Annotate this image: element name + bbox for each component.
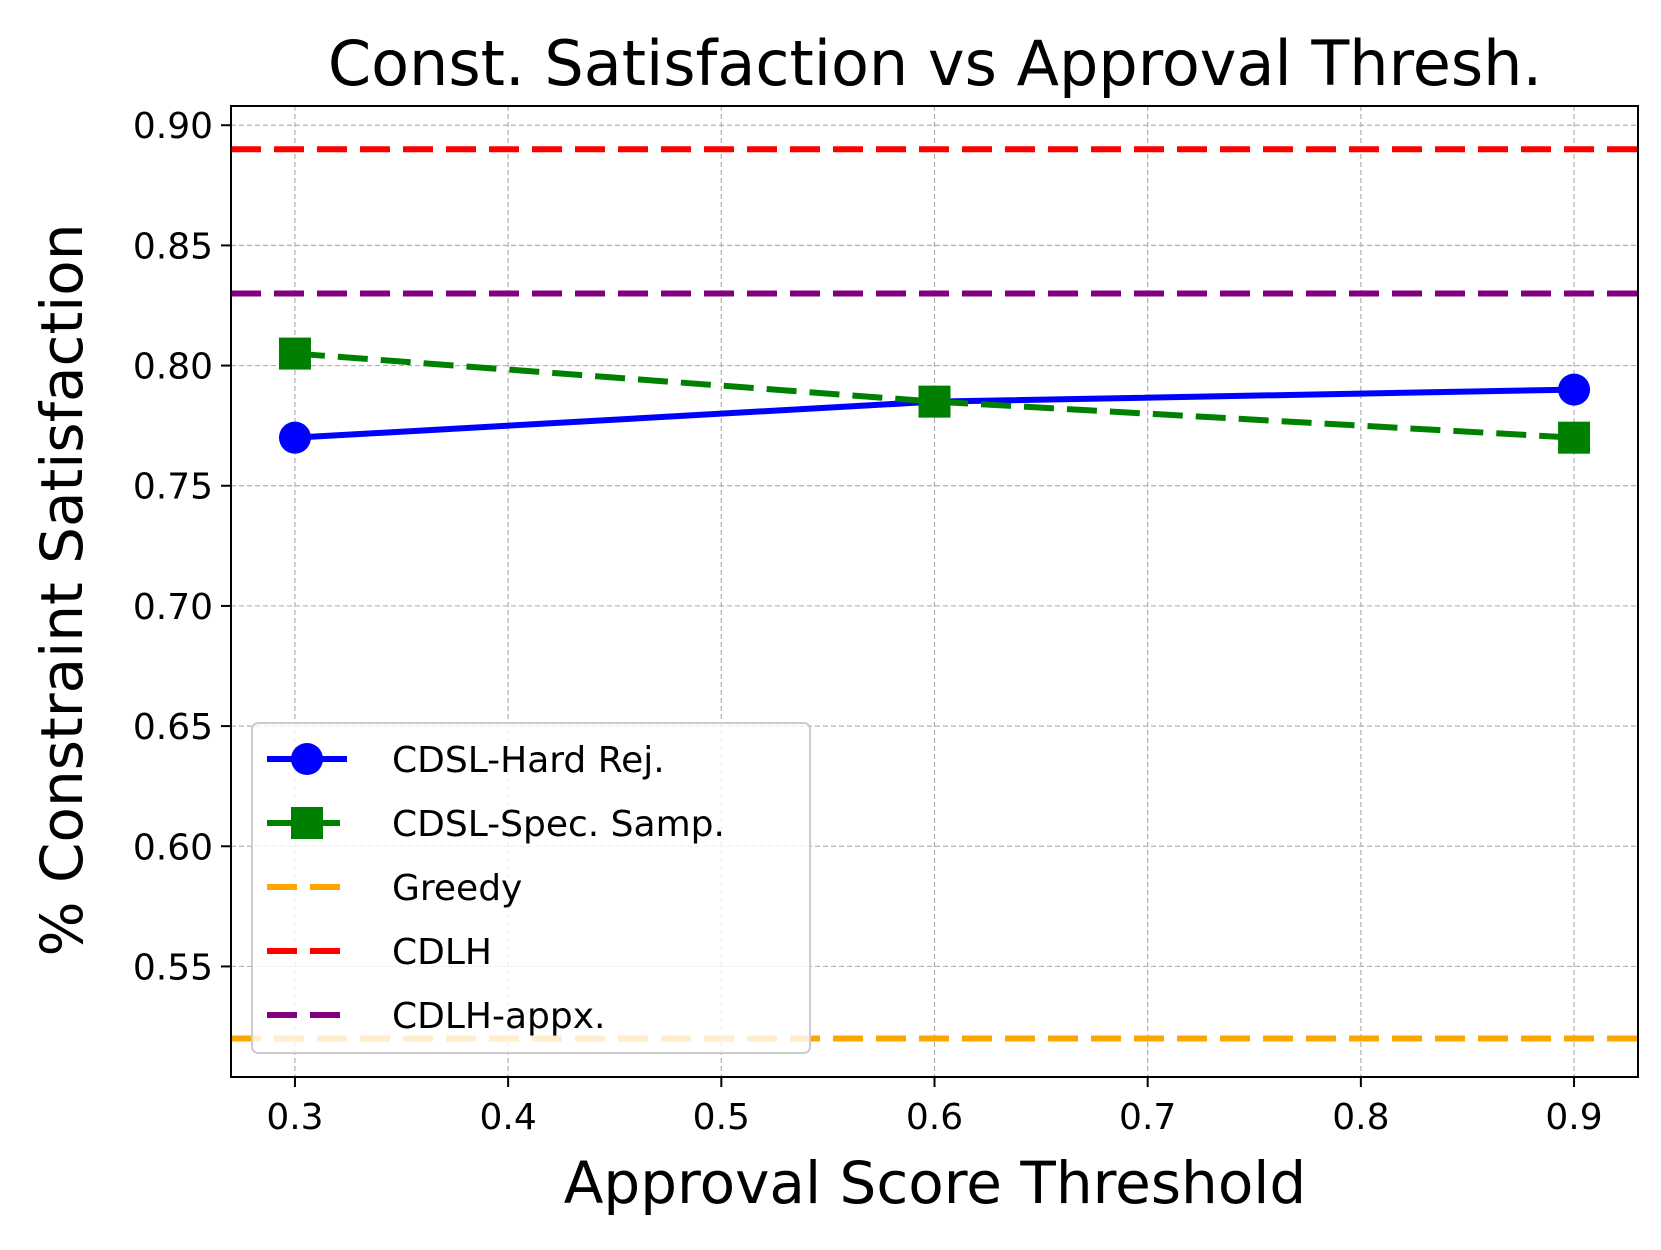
legend-marker-cdsl-spec-samp bbox=[291, 807, 323, 839]
legend: CDSL-Hard Rej. CDSL-Spec. Samp. Greedy CDLH… bbox=[251, 722, 811, 1054]
x-tick-label-5: 0.8 bbox=[1332, 1097, 1389, 1138]
legend-box bbox=[251, 722, 811, 1054]
data-series bbox=[278, 337, 1591, 454]
legend-label-greedy: Greedy bbox=[392, 868, 522, 909]
point-cdsl-spec-samp-0 bbox=[278, 337, 311, 370]
x-tick-label-6: 0.9 bbox=[1545, 1097, 1602, 1138]
x-tick-label-0: 0.3 bbox=[266, 1097, 323, 1138]
x-tick-label-3: 0.6 bbox=[906, 1097, 963, 1138]
y-tick-label-2: 0.65 bbox=[133, 707, 213, 748]
legend-label-cdlh: CDLH bbox=[392, 932, 492, 973]
y-tick-label-6: 0.85 bbox=[133, 226, 213, 267]
point-cdsl-hard-rej-2 bbox=[1558, 373, 1591, 406]
y-tick-label-0: 0.55 bbox=[133, 947, 213, 988]
y-tick-label-3: 0.70 bbox=[133, 587, 213, 628]
y-tick-label-4: 0.75 bbox=[133, 467, 213, 508]
legend-label-cdlh-appx: CDLH-appx. bbox=[392, 996, 606, 1037]
chart-title: Const. Satisfaction vs Approval Thresh. bbox=[328, 27, 1542, 100]
x-axis-label: Approval Score Threshold bbox=[564, 1149, 1307, 1217]
point-cdsl-hard-rej-0 bbox=[278, 421, 311, 454]
y-tick-label-1: 0.60 bbox=[133, 827, 213, 868]
axis-ticks: 0.3 0.4 0.5 0.6 0.7 0.8 0.9 0.55 0.60 0.65 0.70 0.7… bbox=[133, 106, 1603, 1138]
y-tick-label-5: 0.80 bbox=[133, 347, 213, 388]
point-cdsl-spec-samp-2 bbox=[1558, 421, 1591, 454]
legend-marker-cdsl-hard-rej bbox=[291, 743, 323, 775]
legend-label-cdsl-spec-samp: CDSL-Spec. Samp. bbox=[392, 804, 725, 845]
x-tick-label-1: 0.4 bbox=[480, 1097, 537, 1138]
legend-label-cdsl-hard-rej: CDSL-Hard Rej. bbox=[392, 740, 665, 781]
x-tick-label-4: 0.7 bbox=[1119, 1097, 1176, 1138]
y-axis-label: % Constraint Satisfaction bbox=[28, 223, 96, 956]
point-cdsl-spec-samp-1 bbox=[918, 385, 951, 418]
x-tick-label-2: 0.5 bbox=[693, 1097, 750, 1138]
y-tick-label-7: 0.90 bbox=[133, 106, 213, 147]
